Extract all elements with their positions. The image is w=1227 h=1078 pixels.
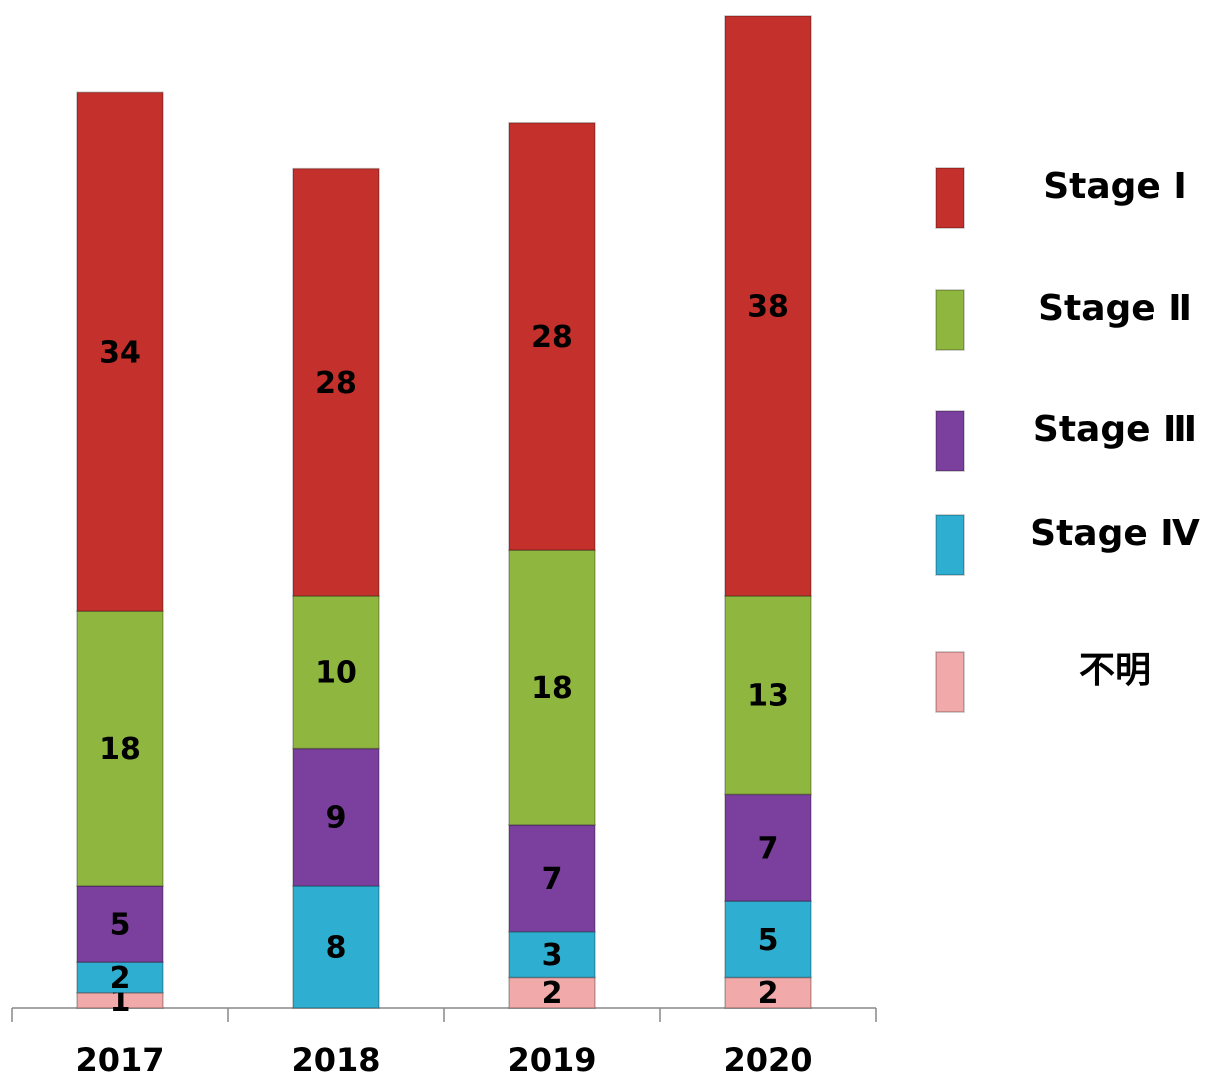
bar-segment	[508, 549, 596, 826]
bar-segment	[76, 885, 164, 963]
legend-swatch	[935, 651, 965, 713]
bar-segment	[724, 595, 812, 796]
bar-segment	[76, 91, 164, 612]
data-label: 18	[531, 671, 573, 706]
legend-label: Stage Ⅲ	[1033, 409, 1197, 450]
x-tick-label: 2017	[75, 1041, 164, 1078]
legend-label: Stage Ⅰ	[1043, 166, 1187, 207]
bar-segment	[508, 122, 596, 551]
data-label: 7	[542, 862, 563, 897]
bar-segment	[76, 961, 164, 994]
bar-segment	[508, 930, 596, 979]
bar-segment	[508, 824, 596, 933]
bar-segment	[724, 900, 812, 979]
bar-segment	[292, 595, 380, 750]
data-label: 5	[758, 923, 779, 958]
data-label: 8	[326, 930, 347, 965]
x-tick-label: 2019	[507, 1041, 596, 1078]
bar-segment	[724, 15, 812, 597]
legend-swatch	[935, 410, 965, 472]
data-label: 7	[758, 831, 779, 866]
bar-segment	[292, 747, 380, 887]
data-label: 28	[531, 320, 573, 355]
data-label: 34	[99, 335, 141, 370]
x-tick-label: 2020	[723, 1041, 812, 1078]
data-label: 10	[315, 656, 357, 691]
data-label: 28	[315, 366, 357, 401]
legend-label: 不明	[1079, 650, 1151, 691]
legend-swatch	[935, 167, 965, 229]
legend-swatch	[935, 514, 965, 576]
data-label: 38	[747, 289, 789, 324]
data-label: 2	[110, 961, 131, 996]
legend-label: Stage Ⅳ	[1030, 513, 1200, 554]
bar-segment	[76, 610, 164, 887]
data-label: 13	[747, 679, 789, 714]
data-label: 5	[110, 908, 131, 943]
bar-segment	[508, 976, 596, 1009]
legend-label: Stage Ⅱ	[1038, 288, 1192, 329]
data-label: 2	[758, 976, 779, 1011]
data-label: 2	[542, 976, 563, 1011]
data-label: 3	[542, 938, 563, 973]
data-label: 9	[326, 801, 347, 836]
data-label: 18	[99, 732, 141, 767]
bar-segment	[292, 167, 380, 597]
bar-segment	[724, 793, 812, 902]
bar-segment	[724, 976, 812, 1009]
legend-swatch	[935, 289, 965, 351]
x-tick-label: 2018	[291, 1041, 380, 1078]
bar-segment	[292, 885, 380, 1009]
